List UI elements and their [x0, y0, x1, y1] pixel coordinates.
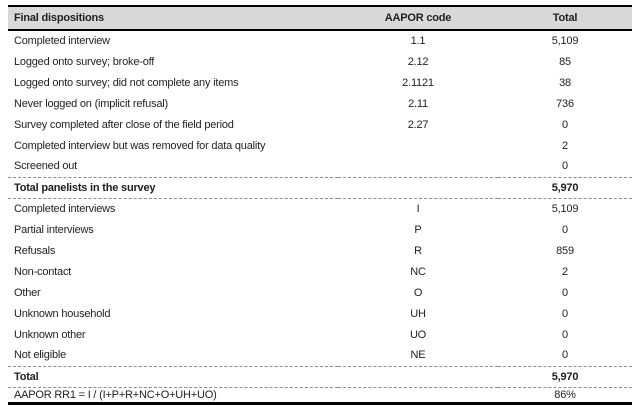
- table-row: Partial interviews P 0: [8, 219, 632, 240]
- table-row: Unknown household UH 0: [8, 303, 632, 324]
- disposition-label: Unknown other: [14, 328, 86, 341]
- response-rate-value: 86%: [498, 386, 632, 403]
- disposition-label: Completed interviews: [8, 197, 338, 219]
- total-value: 0: [562, 307, 568, 320]
- final-dispositions-table: Final dispositions AAPOR code Total Comp…: [8, 5, 632, 405]
- aapor-code-value: [338, 386, 498, 403]
- aapor-rr1-formula-row: AAPOR RR1 = I / (I+P+R+NC+O+UH+UO) 86%: [8, 386, 632, 403]
- total-value: 0: [562, 118, 568, 131]
- total-value: 5,970: [498, 365, 632, 387]
- table-header: Final dispositions AAPOR code Total: [8, 6, 632, 31]
- total-value: 2: [562, 265, 568, 278]
- disposition-label: Total panelists in the survey: [8, 176, 338, 198]
- table-row: Logged onto survey; broke-off 2.12 85: [8, 51, 632, 72]
- aapor-code-value: 1.1: [410, 35, 426, 47]
- aapor-code-value: 2.12: [407, 55, 429, 68]
- table-row: Completed interview but was removed for …: [8, 135, 632, 156]
- aapor-code-value: 2.11: [408, 97, 428, 110]
- table-row: Completed interview 1.1 5,109: [8, 30, 632, 51]
- table-row: Logged onto survey; did not complete any…: [8, 72, 632, 93]
- disposition-label: Logged onto survey; did not complete any…: [14, 76, 239, 89]
- total-value: 0: [562, 223, 568, 236]
- total-value: 38: [559, 76, 571, 89]
- aapor-code-value: NE: [410, 349, 426, 362]
- total-value: 5,109: [498, 197, 632, 219]
- header-row: Final dispositions AAPOR code Total: [8, 6, 632, 31]
- disposition-label: Logged onto survey; broke-off: [14, 55, 155, 68]
- total-value: 85: [559, 55, 571, 68]
- table-row: Screened out 0: [8, 156, 632, 177]
- total-value: 0: [562, 328, 568, 341]
- total-value: 5,970: [498, 176, 632, 198]
- aapor-code-value: 2.1121: [402, 76, 434, 89]
- disposition-label: Refusals: [14, 244, 56, 257]
- total-value: 2: [562, 139, 568, 152]
- column-header-total: Total: [498, 6, 632, 31]
- table-body: Completed interview 1.1 5,109 Logged ont…: [8, 30, 632, 403]
- total-value: 0: [562, 160, 568, 173]
- aapor-code-value: UH: [410, 307, 426, 320]
- aapor-code-value: O: [413, 286, 423, 299]
- aapor-code-value: [338, 365, 498, 387]
- aapor-code-value: UO: [409, 328, 427, 341]
- aapor-code-value: R: [414, 244, 422, 257]
- disposition-label: Non-contact: [14, 265, 72, 278]
- table-row: Other O 0: [8, 282, 632, 303]
- aapor-code-value: 2.27: [407, 118, 429, 131]
- disposition-label: Never logged on (implicit refusal): [14, 97, 168, 110]
- aapor-code-value: [338, 135, 498, 156]
- disposition-label: Survey completed after close of the fiel…: [14, 118, 234, 131]
- aapor-code-value: I: [338, 197, 498, 219]
- disposition-label: Screened out: [14, 160, 78, 173]
- total-value: 5,109: [551, 35, 579, 47]
- table-row: Completed interviews I 5,109: [8, 197, 632, 219]
- aapor-code-value: [338, 176, 498, 198]
- total-panelists-row: Total panelists in the survey 5,970: [8, 176, 632, 198]
- aapor-code-value: [338, 156, 498, 177]
- total-value: 859: [556, 244, 574, 257]
- total-value: 736: [556, 97, 574, 110]
- table-row: Survey completed after close of the fiel…: [8, 114, 632, 135]
- formula-label: AAPOR RR1 = I / (I+P+R+NC+O+UH+UO): [8, 386, 338, 403]
- table-row: Never logged on (implicit refusal) 2.11 …: [8, 93, 632, 114]
- disposition-label: Other: [14, 286, 41, 299]
- table-row: Non-contact NC 2: [8, 261, 632, 282]
- aapor-code-value: P: [414, 223, 422, 236]
- total-value: 0: [562, 349, 568, 362]
- grand-total-row: Total 5,970: [8, 365, 632, 387]
- total-value: 0: [562, 286, 568, 299]
- disposition-label: Completed interview but was removed for …: [14, 139, 266, 152]
- disposition-label: Completed interview: [14, 35, 110, 47]
- disposition-label: Partial interviews: [14, 223, 94, 236]
- column-header-aapor-code: AAPOR code: [338, 6, 498, 31]
- table-row: Not eligible NE 0: [8, 345, 632, 366]
- disposition-label: Total: [8, 365, 338, 387]
- column-header-final-dispositions: Final dispositions: [8, 6, 338, 31]
- table-row: Refusals R 859: [8, 240, 632, 261]
- table-row: Unknown other UO 0: [8, 324, 632, 345]
- disposition-label: Unknown household: [14, 307, 111, 320]
- disposition-label: Not eligible: [14, 349, 67, 362]
- aapor-code-value: NC: [410, 265, 426, 278]
